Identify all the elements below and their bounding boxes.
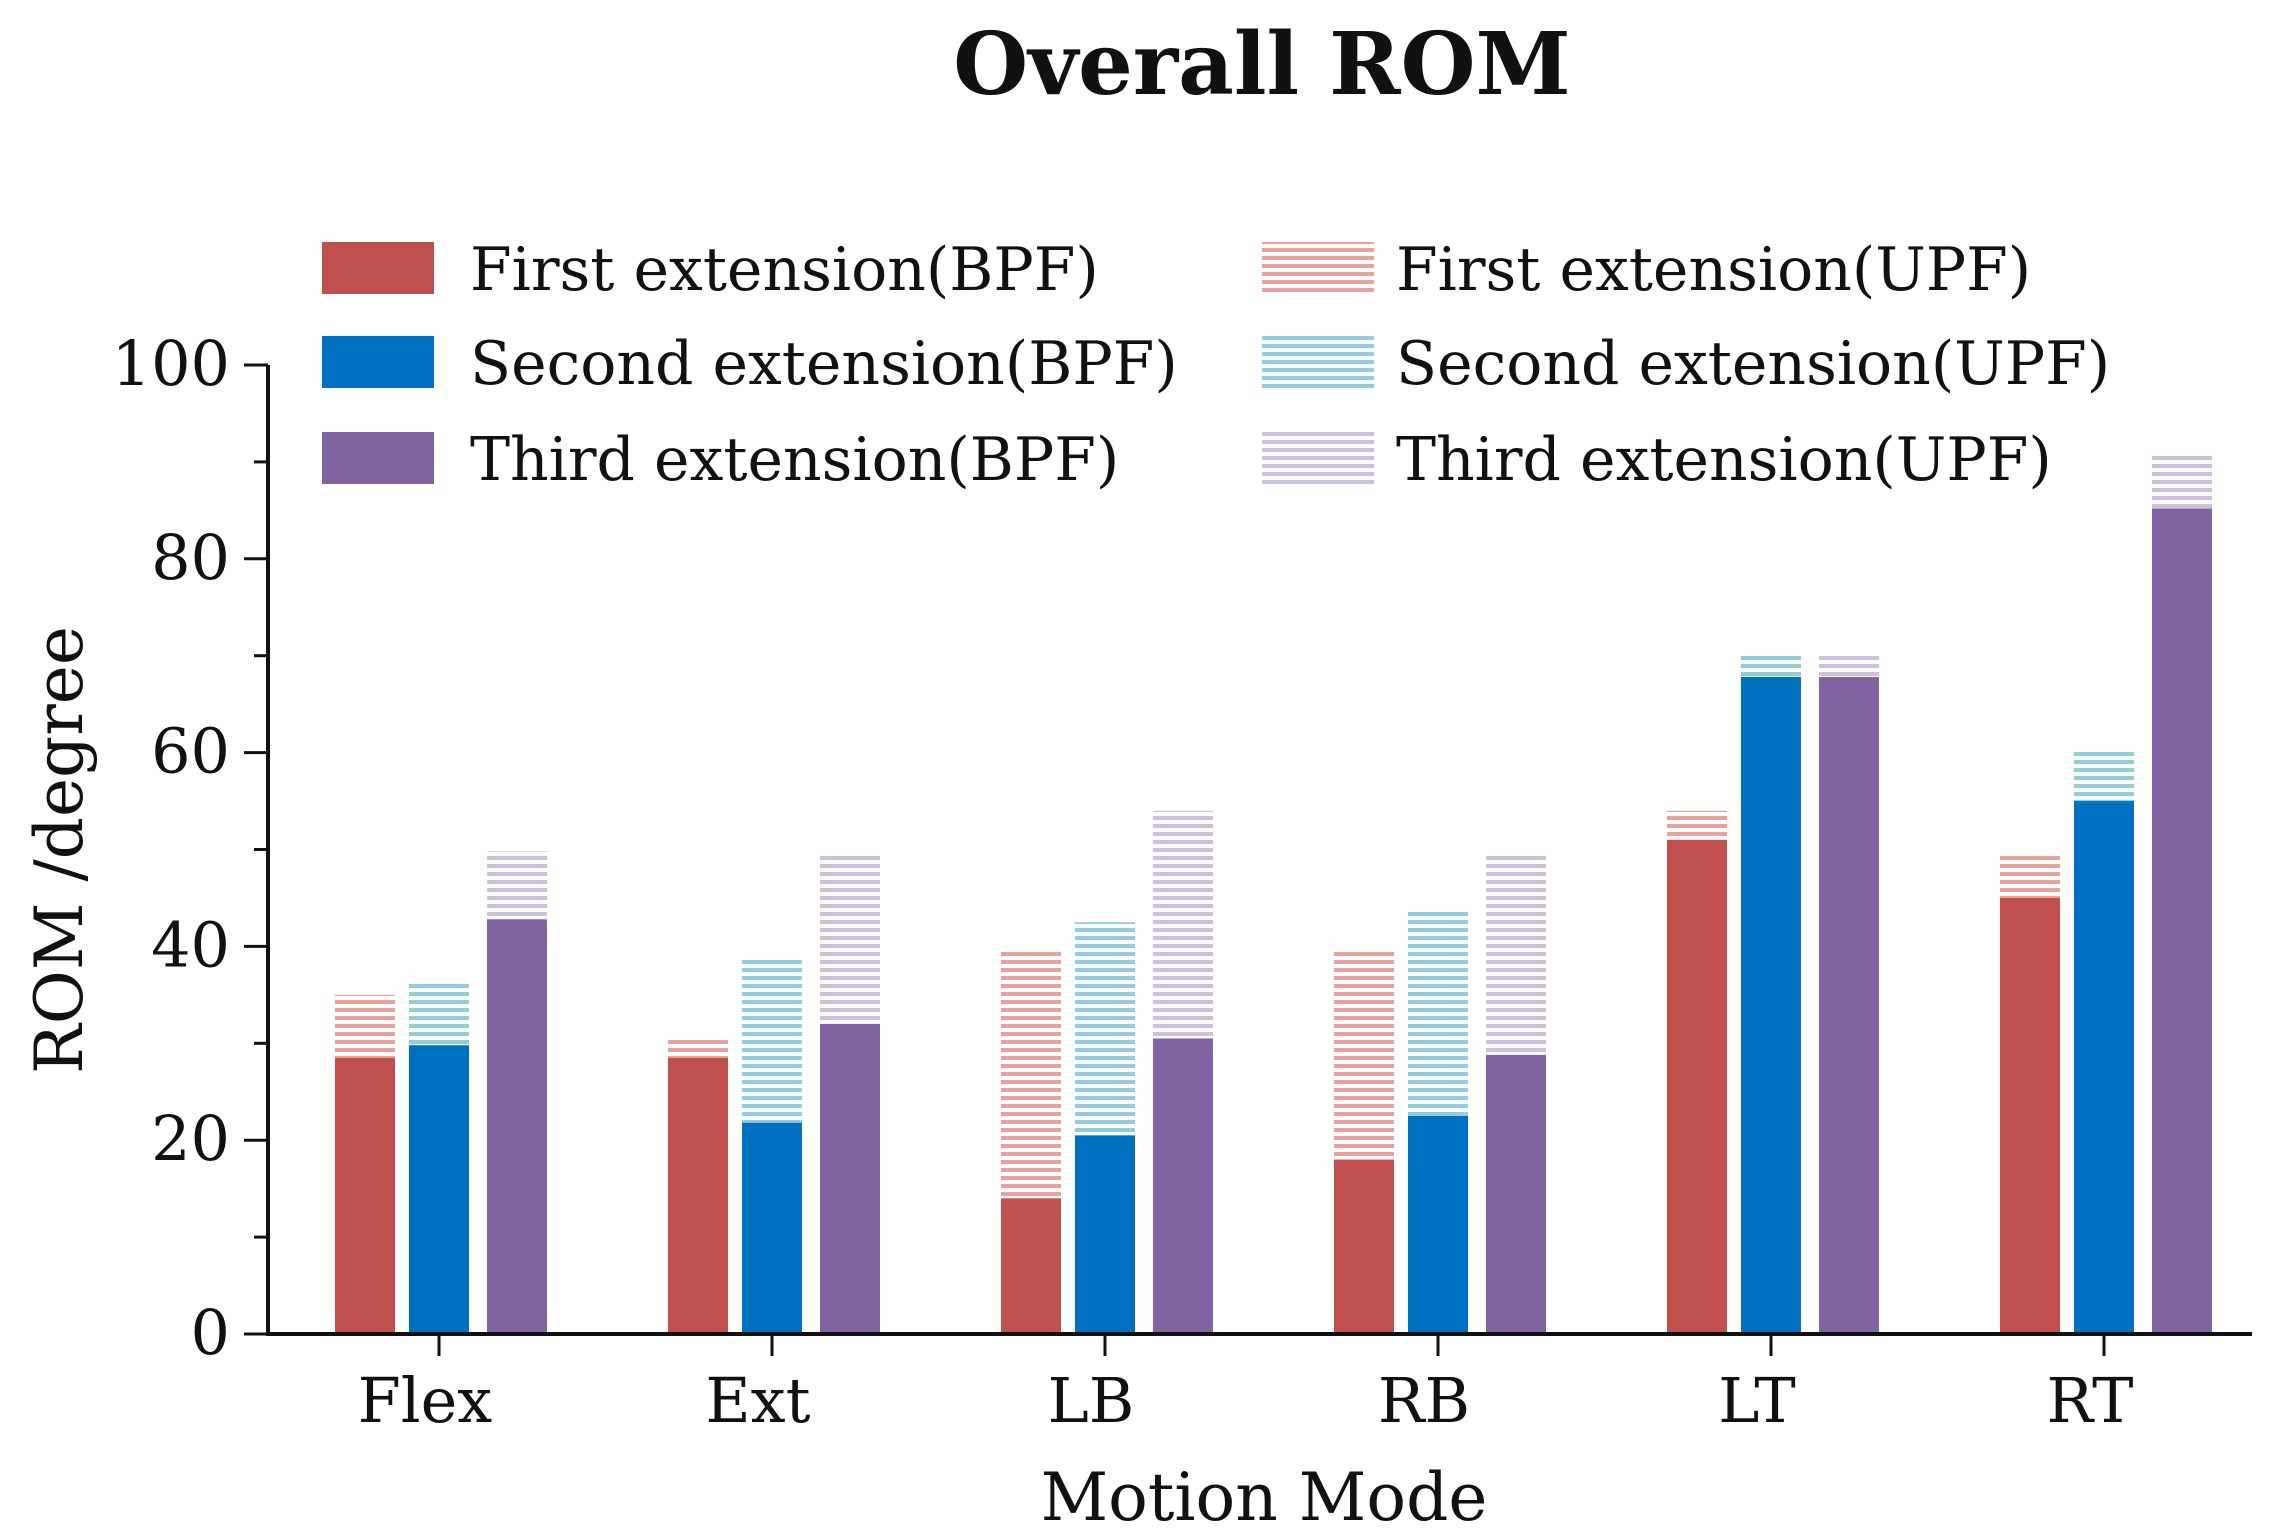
bar-first-extension-bpf--flex [335, 1057, 395, 1334]
x-tick-label: RT [2047, 1364, 2134, 1437]
bar-second-extension-bpf--rb [1408, 1115, 1468, 1334]
x-tick-label: LT [1718, 1364, 1795, 1437]
bar-third-extension-upf--lt [1819, 655, 1879, 678]
bar-third-extension-upf--flex [487, 851, 547, 920]
bar-third-extension-bpf--rt [2152, 508, 2212, 1334]
bar-first-extension-bpf--lb [1001, 1198, 1061, 1334]
bar-third-extension-bpf--rb [1486, 1054, 1546, 1334]
bars-group [335, 454, 2212, 1334]
bar-first-extension-upf--rb [1334, 948, 1394, 1160]
bar-third-extension-bpf--lt [1819, 677, 1879, 1334]
x-tick-label: LB [1048, 1364, 1135, 1437]
y-tick-label: 60 [151, 715, 230, 788]
legend-swatch [1262, 336, 1374, 388]
bar-first-extension-bpf--lt [1667, 839, 1727, 1334]
legend-label: First extension(UPF) [1396, 235, 2031, 305]
bar-first-extension-bpf--rb [1334, 1159, 1394, 1334]
bar-first-extension-bpf--rt [2000, 897, 2060, 1334]
legend-swatch [322, 336, 434, 388]
y-tick-label: 80 [151, 521, 230, 594]
bar-second-extension-upf--ext [742, 958, 802, 1123]
bar-first-extension-upf--flex [335, 994, 395, 1058]
bar-third-extension-bpf--flex [487, 919, 547, 1334]
bar-first-extension-upf--lt [1667, 810, 1727, 840]
bar-first-extension-bpf--ext [668, 1057, 728, 1334]
legend-swatch [322, 432, 434, 484]
bar-third-extension-bpf--ext [820, 1023, 880, 1334]
bar-first-extension-upf--rt [2000, 852, 2060, 898]
bar-third-extension-bpf--lb [1153, 1038, 1213, 1334]
bar-third-extension-upf--lb [1153, 810, 1213, 1039]
bar-first-extension-upf--ext [668, 1038, 728, 1058]
bar-third-extension-upf--rt [2152, 454, 2212, 509]
x-axis-title: Motion Mode [1041, 1459, 1488, 1536]
x-tick-label: RB [1378, 1364, 1470, 1437]
legend: First extension(BPF) Second extension(BPF… [322, 235, 2110, 495]
bar-second-extension-bpf--lt [1741, 677, 1801, 1334]
y-axis-title: ROM /degree [21, 626, 98, 1074]
bar-second-extension-upf--rt [2074, 749, 2134, 802]
bar-third-extension-upf--rb [1486, 852, 1546, 1055]
y-tick-label: 100 [112, 327, 230, 400]
bar-third-extension-upf--ext [820, 852, 880, 1024]
bar-second-extension-upf--lb [1075, 922, 1135, 1136]
legend-label: First extension(BPF) [470, 235, 1099, 305]
legend-label: Third extension(UPF) [1396, 425, 2052, 495]
legend-label: Third extension(BPF) [470, 425, 1119, 495]
legend-swatch [1262, 432, 1374, 484]
axes-group [266, 365, 2252, 1336]
x-tick-label: Flex [358, 1364, 493, 1437]
legend-label: Second extension(UPF) [1396, 329, 2110, 399]
bar-second-extension-bpf--lb [1075, 1135, 1135, 1334]
y-tick-label: 40 [151, 908, 230, 981]
legend-swatch [322, 242, 434, 294]
bar-second-extension-upf--lt [1741, 655, 1801, 678]
bar-second-extension-bpf--flex [409, 1045, 469, 1334]
legend-swatch [1262, 242, 1374, 294]
bar-second-extension-bpf--rt [2074, 801, 2134, 1334]
y-tick-label: 0 [191, 1296, 230, 1369]
y-tick-label: 20 [151, 1102, 230, 1175]
bar-second-extension-upf--flex [409, 980, 469, 1046]
bar-first-extension-upf--lb [1001, 948, 1061, 1199]
legend-label: Second extension(BPF) [470, 329, 1178, 399]
bar-second-extension-bpf--ext [742, 1122, 802, 1334]
x-tick-label: Ext [705, 1364, 810, 1437]
chart-title: Overall ROM [953, 14, 1571, 115]
x-ticks: Flex Ext LB RB LT RT [358, 1334, 2134, 1437]
bar-second-extension-upf--rb [1408, 909, 1468, 1116]
y-ticks: 0 20 40 60 80 100 [112, 327, 268, 1369]
